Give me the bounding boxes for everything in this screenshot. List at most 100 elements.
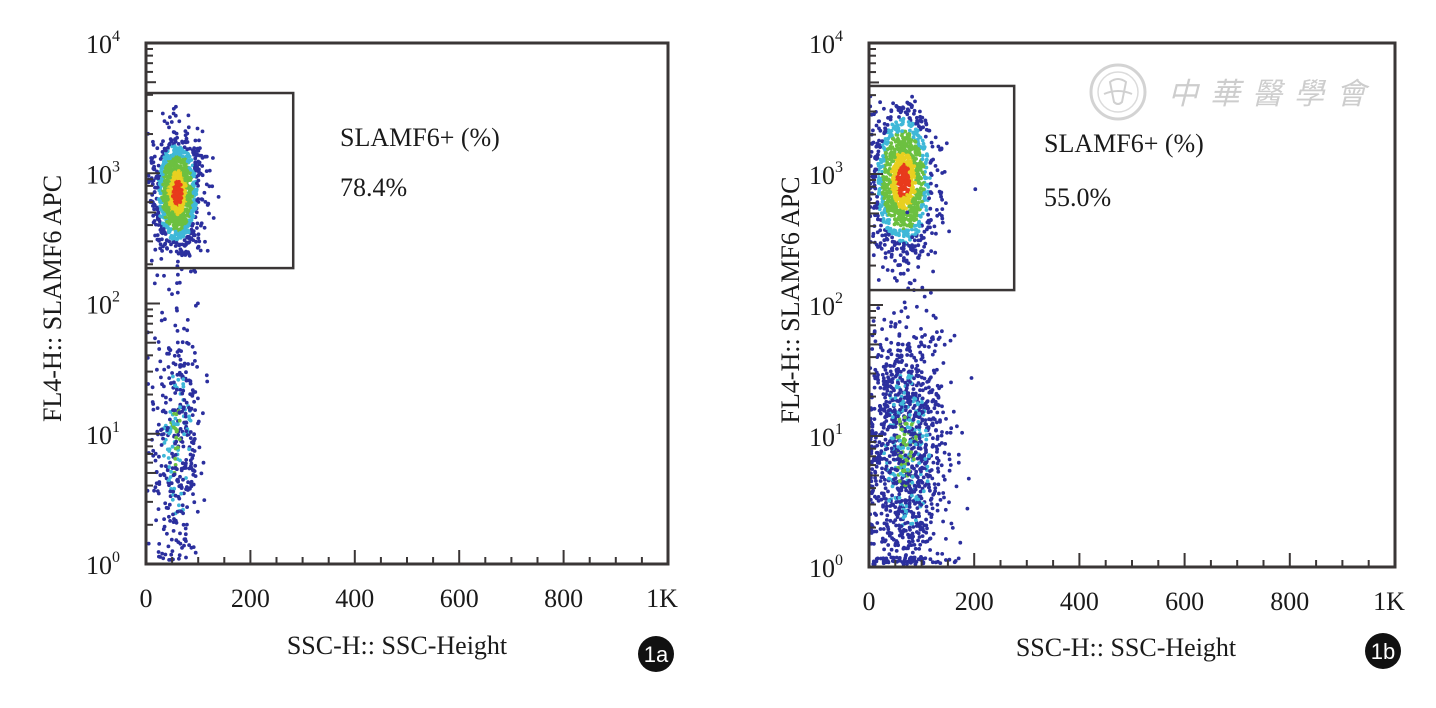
data-point [195, 221, 200, 226]
data-point [940, 220, 945, 225]
data-point [882, 196, 887, 201]
y-tick-label: 103 [86, 158, 120, 189]
data-point [912, 543, 917, 547]
data-point [935, 434, 940, 439]
data-point [887, 162, 892, 167]
data-point [180, 159, 185, 164]
data-point [904, 488, 908, 493]
data-point [156, 550, 161, 554]
data-point [899, 309, 904, 314]
data-point [927, 345, 931, 349]
data-point [890, 248, 895, 253]
data-point [178, 427, 183, 431]
data-point [912, 190, 916, 195]
gate-annotation-title: SLAMF6+ (%) [1044, 129, 1204, 158]
data-point [882, 122, 887, 126]
data-point [180, 139, 185, 144]
data-point [165, 447, 170, 452]
data-point [929, 181, 933, 186]
x-tick-label: 1K [646, 584, 678, 613]
data-point [894, 120, 898, 125]
data-point [171, 422, 176, 427]
data-point [893, 322, 898, 326]
data-point [889, 466, 894, 471]
y-tick-label: 102 [809, 290, 843, 321]
data-point [172, 353, 177, 358]
data-point [156, 340, 161, 344]
data-point [177, 556, 181, 561]
data-point [922, 244, 926, 249]
data-point [917, 344, 921, 349]
data-point [166, 456, 171, 460]
gate-rectangle[interactable] [144, 91, 295, 270]
data-point [165, 468, 170, 473]
data-point [170, 451, 175, 456]
data-point [178, 242, 182, 247]
data-point [910, 447, 914, 451]
data-point [204, 182, 209, 187]
data-point [193, 463, 198, 468]
data-point [872, 458, 877, 463]
data-point [177, 437, 182, 442]
data-point [879, 204, 884, 209]
data-point [904, 250, 909, 255]
data-point [928, 339, 933, 344]
data-point [933, 489, 937, 493]
data-point [200, 129, 205, 134]
data-point [899, 185, 904, 190]
data-point [905, 383, 910, 387]
data-point [870, 523, 874, 527]
data-point [904, 325, 909, 330]
data-point [916, 200, 921, 205]
data-point [887, 218, 892, 222]
data-point [916, 368, 921, 373]
data-point [193, 408, 198, 412]
data-point [891, 209, 896, 213]
data-point [965, 506, 970, 511]
data-point [914, 435, 918, 439]
data-point [939, 194, 943, 199]
data-point [161, 472, 166, 476]
data-point [888, 439, 892, 443]
data-point [894, 168, 898, 173]
data-point [923, 134, 928, 139]
data-point [153, 451, 158, 456]
data-point [904, 528, 908, 533]
data-point [910, 480, 915, 485]
data-point [188, 458, 193, 463]
data-point [916, 238, 921, 243]
data-point [877, 408, 882, 413]
data-point [193, 351, 197, 355]
data-point [176, 353, 181, 358]
data-point [936, 144, 941, 149]
data-point [914, 518, 918, 523]
data-point [927, 485, 931, 490]
data-point [178, 387, 183, 392]
data-point [913, 99, 917, 104]
data-point [944, 417, 948, 421]
data-point [160, 409, 165, 414]
data-point [873, 174, 878, 179]
data-point [155, 207, 160, 212]
data-point [913, 210, 917, 214]
gate-rectangle[interactable] [867, 84, 1016, 292]
data-point [180, 440, 185, 444]
data-point [184, 555, 188, 560]
data-point [184, 421, 189, 425]
data-point [894, 421, 899, 426]
data-point [930, 352, 935, 357]
data-point [949, 521, 954, 526]
data-point [939, 146, 944, 151]
data-point [887, 250, 891, 254]
x-tick-label: 200 [231, 584, 270, 613]
data-point [909, 543, 914, 547]
data-point [905, 100, 910, 105]
data-point [869, 112, 874, 117]
data-point [162, 384, 166, 389]
data-point [154, 518, 159, 523]
data-point [178, 474, 182, 479]
data-point [884, 151, 888, 156]
data-point [161, 161, 166, 166]
data-point [910, 199, 915, 204]
data-point [192, 500, 197, 505]
